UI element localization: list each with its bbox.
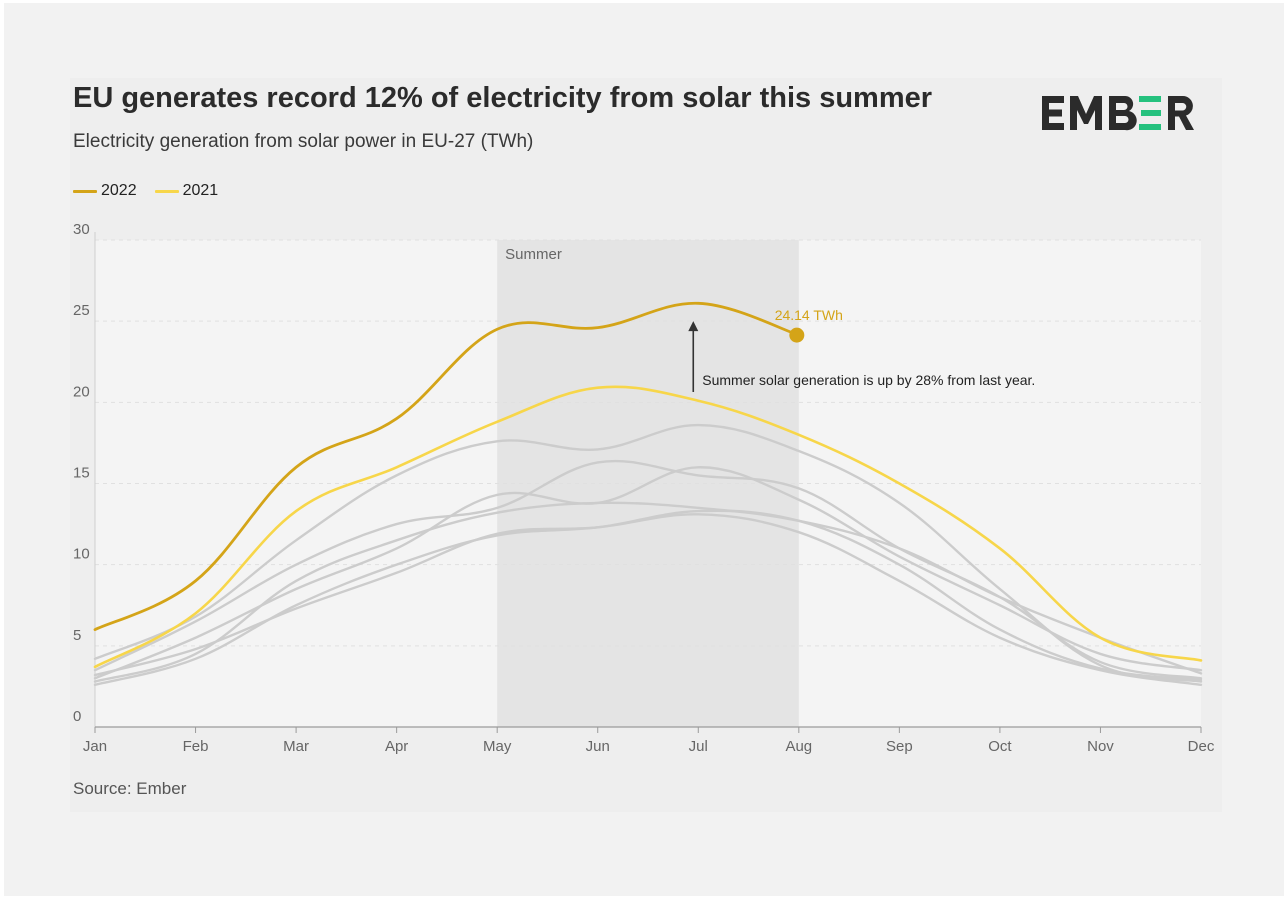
x-tick-label: Mar bbox=[283, 738, 309, 755]
legend-label-2021: 2021 bbox=[182, 182, 219, 199]
x-tick-label: Jan bbox=[83, 738, 107, 755]
annotation-arrowhead bbox=[688, 321, 699, 332]
end-point-value-label: 24.14 TWh bbox=[775, 307, 843, 323]
legend-item-2021: 2021 bbox=[154, 182, 219, 200]
legend-swatch-2022 bbox=[73, 189, 97, 193]
y-tick-label: 0 bbox=[73, 708, 81, 725]
chart-legend: 2022 2021 bbox=[73, 180, 218, 202]
y-tick-label: 10 bbox=[73, 546, 90, 563]
y-tick-label: 25 bbox=[73, 302, 90, 319]
ember-logo bbox=[1042, 95, 1194, 131]
series-line-history bbox=[93, 423, 1203, 683]
end-point-marker-2022 bbox=[789, 327, 805, 343]
series-line-history bbox=[93, 459, 1203, 680]
x-tick-label: Nov bbox=[1087, 738, 1114, 755]
series-line-history bbox=[93, 513, 1203, 686]
legend-item-2022: 2022 bbox=[73, 182, 137, 200]
logo-letters bbox=[1042, 95, 1194, 131]
x-tick-label: Jul bbox=[689, 738, 708, 755]
series-line-2022 bbox=[93, 301, 801, 631]
y-tick-label: 15 bbox=[73, 465, 90, 482]
y-tick-label: 20 bbox=[73, 383, 90, 400]
legend-swatch-2021 bbox=[154, 189, 179, 193]
series-line-history bbox=[93, 466, 1203, 680]
logo-accent-bars bbox=[1139, 96, 1161, 130]
x-tick-label: Feb bbox=[183, 738, 209, 755]
x-tick-label: Sep bbox=[886, 738, 913, 755]
summer-band-label: Summer bbox=[505, 246, 562, 263]
y-tick-label: 5 bbox=[73, 627, 81, 644]
x-tick-label: Jun bbox=[586, 738, 610, 755]
x-tick-label: Aug bbox=[785, 738, 812, 755]
series-line-2021 bbox=[93, 385, 1203, 669]
legend-label-2022: 2022 bbox=[101, 182, 137, 199]
x-tick-label: Dec bbox=[1188, 738, 1215, 755]
x-tick-label: Apr bbox=[385, 738, 408, 755]
y-tick-label: 30 bbox=[73, 221, 90, 238]
annotation-text: Summer solar generation is up by 28% fro… bbox=[702, 372, 1035, 388]
chart-subtitle: Electricity generation from solar power … bbox=[73, 131, 534, 152]
chart-title: EU generates record 12% of electricity f… bbox=[73, 82, 933, 114]
series-line-history bbox=[93, 501, 1203, 683]
source-note: Source: Ember bbox=[73, 779, 187, 798]
x-tick-label: May bbox=[483, 738, 512, 755]
x-tick-label: Oct bbox=[988, 738, 1012, 755]
